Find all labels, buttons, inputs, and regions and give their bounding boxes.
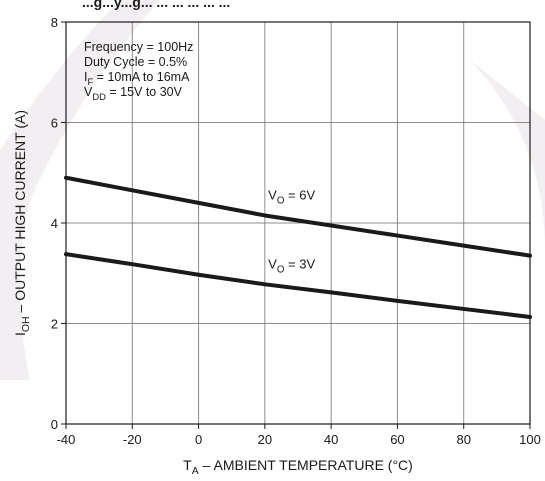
condition-line-main: Frequency = 100Hz bbox=[84, 40, 193, 54]
axis-titles: ...g...y...g... ... ... ... ... ... TA – … bbox=[12, 0, 413, 477]
condition-line-sub: F bbox=[87, 77, 93, 87]
condition-line: VDD = 15V to 30V bbox=[84, 85, 183, 102]
series-label-1-sub: O bbox=[277, 264, 285, 275]
y-tick-label: 0 bbox=[51, 417, 58, 432]
condition-line: Frequency = 100Hz bbox=[84, 40, 193, 54]
x-tick-label: 60 bbox=[390, 432, 404, 447]
y-axis-title-sub: OH bbox=[20, 316, 32, 332]
series-label-0: VO = 6V bbox=[268, 187, 315, 206]
x-axis-title: TA – AMBIENT TEMPERATURE (°C) bbox=[183, 457, 413, 477]
series-line-1 bbox=[64, 252, 532, 319]
y-tick-label: 2 bbox=[51, 317, 58, 332]
watermark-arc-right bbox=[470, 60, 545, 250]
condition-line-main: I bbox=[84, 70, 87, 84]
y-axis-title-rest: – OUTPUT HIGH CURRENT (A) bbox=[12, 110, 28, 316]
series-line-0 bbox=[64, 175, 532, 258]
x-tick-label: -20 bbox=[123, 432, 142, 447]
x-tick-label: 40 bbox=[324, 432, 338, 447]
y-tick-label: 4 bbox=[51, 216, 58, 231]
watermark-shape bbox=[0, 0, 545, 380]
condition-line-sub: DD bbox=[92, 92, 106, 102]
series-label-1-rest: = 3V bbox=[284, 256, 315, 271]
chart-title-fragment: ...g...y...g... ... ... ... ... ... bbox=[82, 0, 230, 10]
y-tick-label: 6 bbox=[51, 116, 58, 131]
condition-line-main: V bbox=[84, 85, 93, 99]
y-tick-label: 8 bbox=[51, 15, 58, 30]
condition-line-main: Duty Cycle = 0.5% bbox=[84, 55, 187, 69]
condition-line: IF = 10mA to 16mA bbox=[84, 70, 190, 87]
x-axis-title-sub: A bbox=[192, 465, 199, 477]
watermark-arc-left bbox=[0, 0, 160, 380]
x-axis-title-rest: – AMBIENT TEMPERATURE (°C) bbox=[199, 457, 413, 473]
series-label-1-main: V bbox=[268, 256, 277, 271]
condition-line: Duty Cycle = 0.5% bbox=[84, 55, 187, 69]
y-axis-title: IOH – OUTPUT HIGH CURRENT (A) bbox=[12, 110, 32, 336]
axes bbox=[61, 21, 531, 429]
x-tick-label: 100 bbox=[519, 432, 541, 447]
y-axis-title-main: I bbox=[12, 332, 28, 336]
tick-labels: -40 -20 0 20 40 60 80 100 0 2 4 6 8 bbox=[51, 15, 541, 447]
series-label-0-main: V bbox=[268, 187, 277, 202]
series-label-0-sub: O bbox=[277, 195, 285, 206]
x-tick-label: 0 bbox=[195, 432, 202, 447]
x-tick-label: 20 bbox=[258, 432, 272, 447]
series-label-0-rest: = 6V bbox=[284, 187, 315, 202]
x-tick-label: -40 bbox=[57, 432, 76, 447]
series-lines bbox=[64, 175, 532, 319]
x-tick-label: 80 bbox=[456, 432, 470, 447]
condition-line-rest: = 15V to 30V bbox=[106, 85, 183, 99]
series-label-1: VO = 3V bbox=[268, 256, 315, 275]
x-axis-title-main: T bbox=[183, 457, 192, 473]
condition-line-rest: = 10mA to 16mA bbox=[93, 70, 190, 84]
